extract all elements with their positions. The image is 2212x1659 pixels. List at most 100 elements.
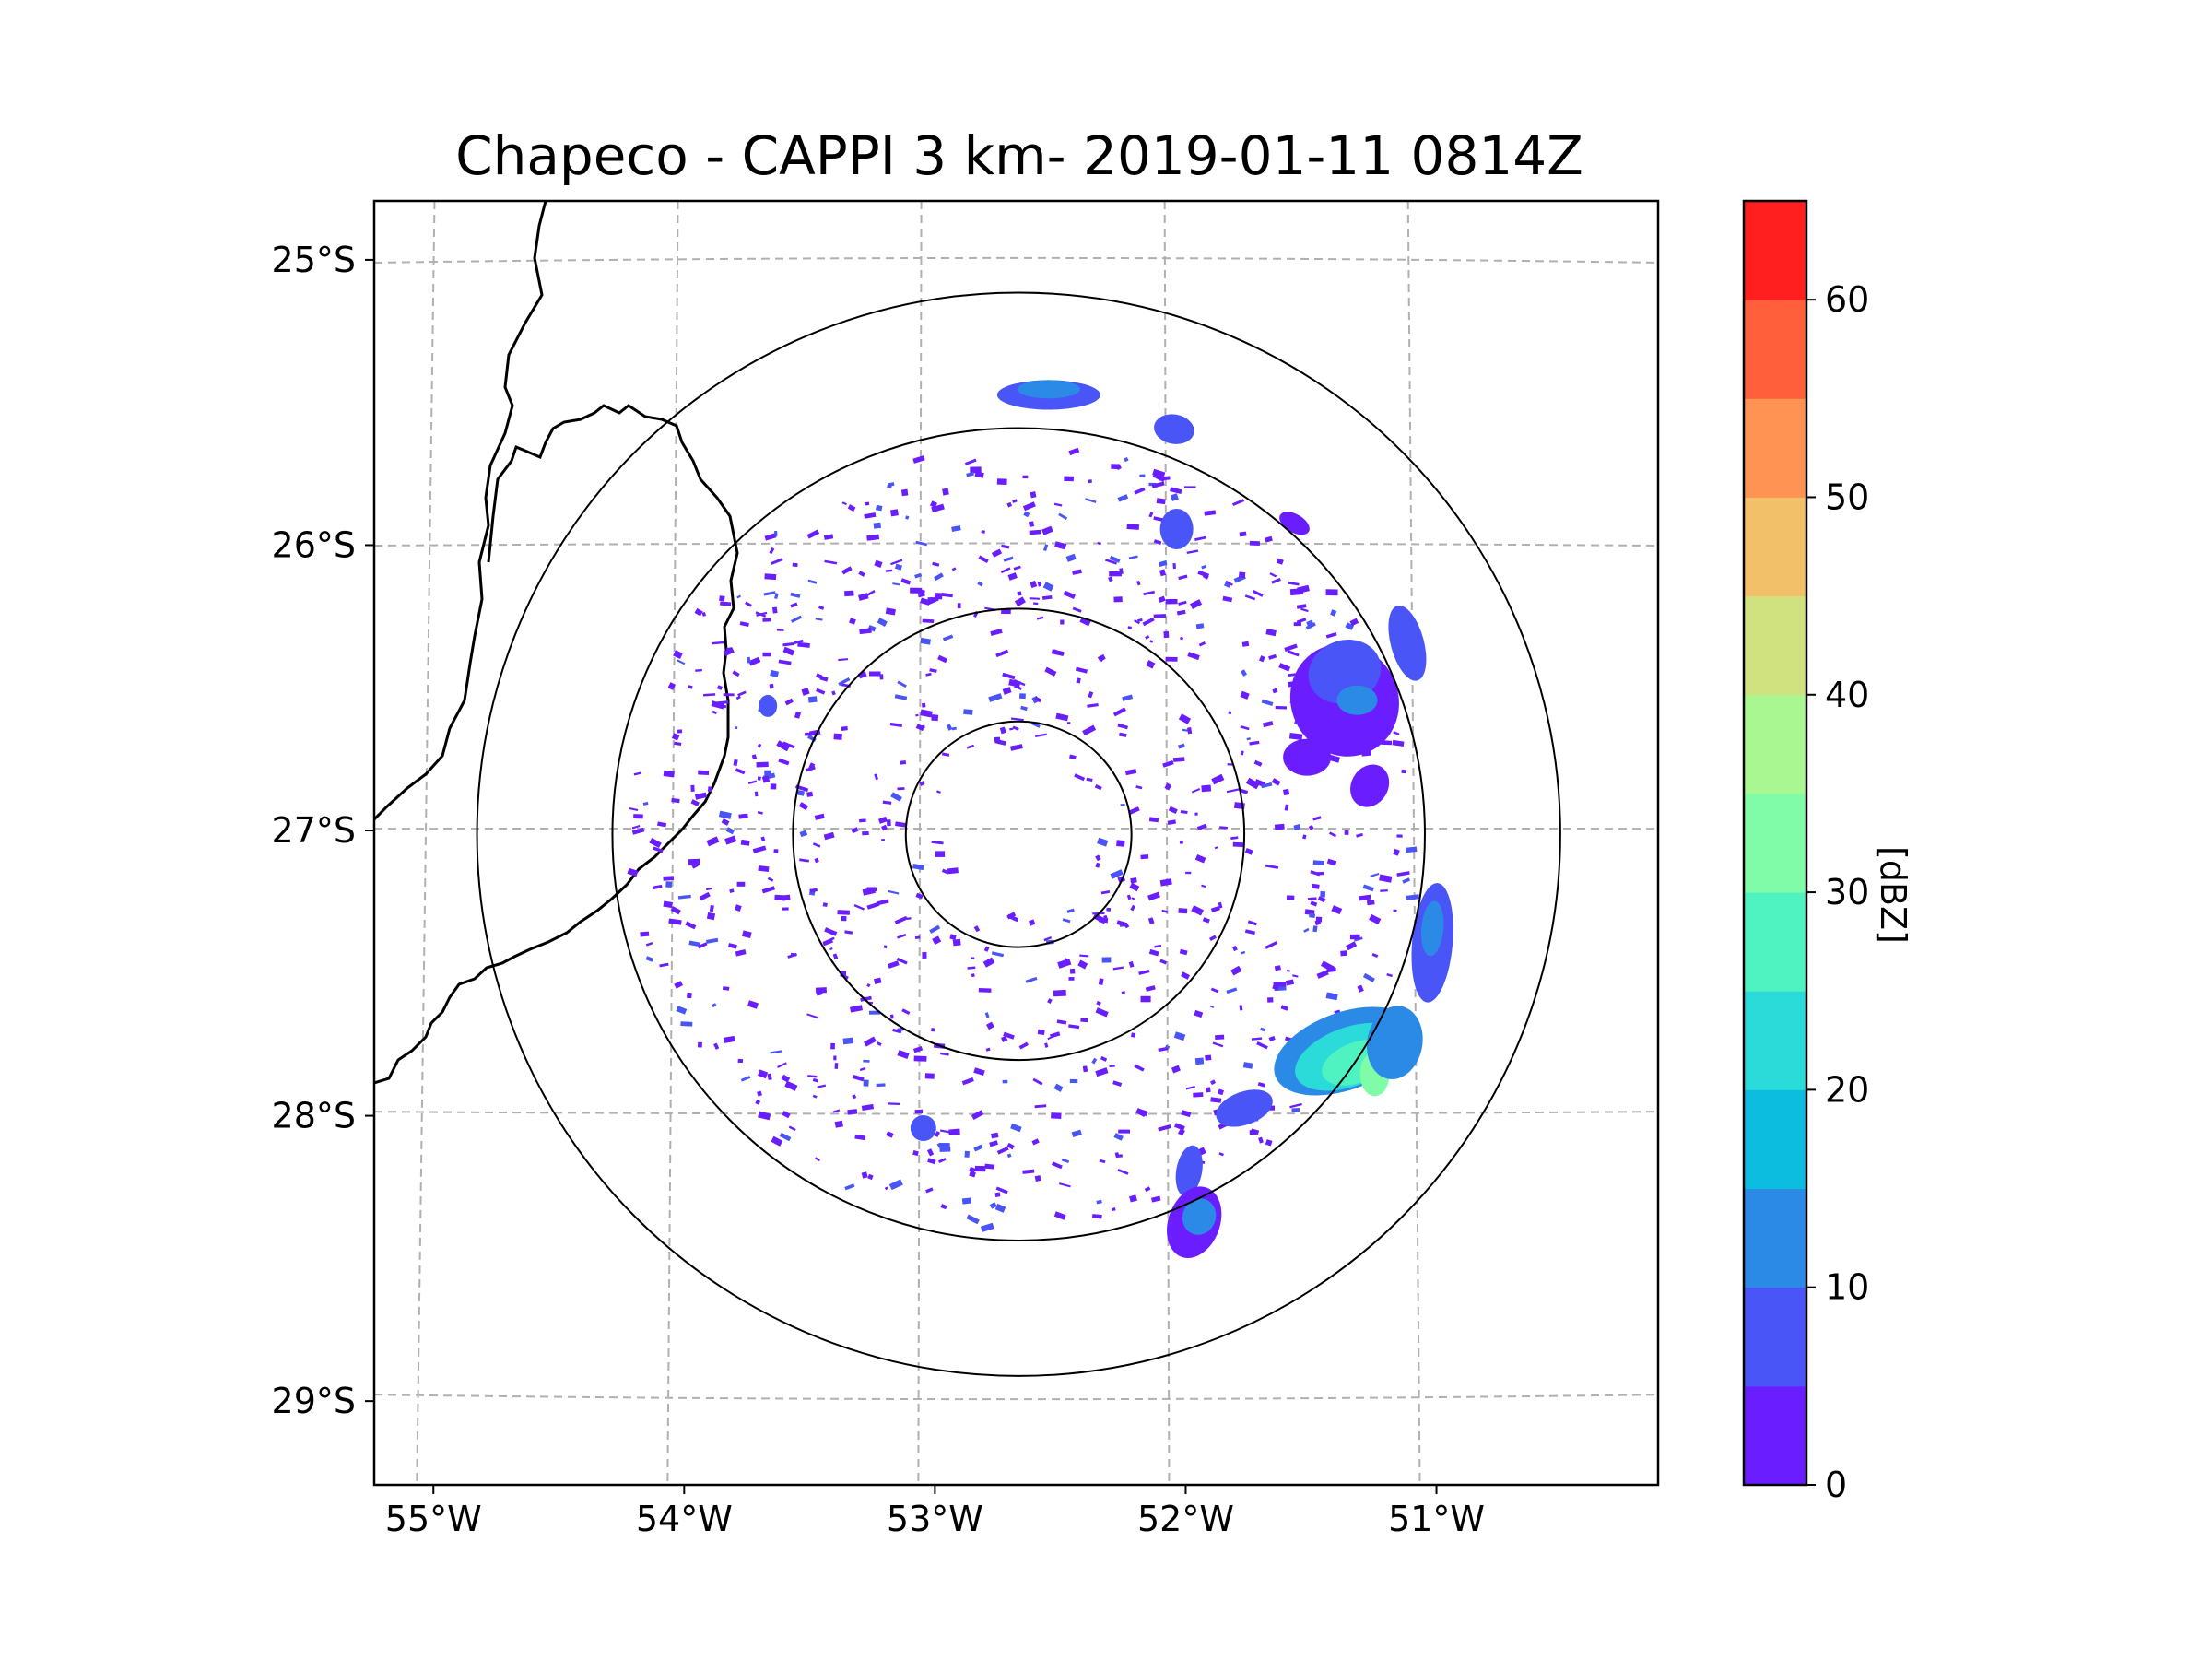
echo-speckle [773,530,778,536]
meridian-line [1163,201,1171,1485]
echo-speckle [653,846,664,853]
echo-speckle [1153,539,1162,546]
echo-speckle [831,690,836,696]
echo-speckle [1185,1085,1195,1090]
echo-speckle [1226,987,1238,994]
echo-speckle [1210,1097,1222,1103]
echo-speckle [844,1183,855,1191]
echo-speckle [929,924,941,934]
echo-speckle [1158,595,1166,604]
echo-speckle [1063,590,1076,599]
echo-speckle [706,912,716,921]
echo-speckle [722,986,730,991]
colorbar-segment [1744,1089,1806,1190]
echo-speckle [1030,491,1037,499]
echo-speckle [1191,905,1204,916]
echo-speckle [1296,618,1307,624]
echo-speckle [1284,643,1298,653]
echo-speckle [1172,563,1176,570]
echo-speckle [1239,531,1247,537]
echo-speckle [1334,1009,1341,1015]
echo-speckle [1178,713,1192,724]
echo-speckle [887,819,891,827]
echo-speckle [1392,739,1405,747]
echo-speckle [1194,1009,1204,1018]
echo-speckle [888,482,895,487]
chart-title: Chapeco - CAPPI 3 km- 2019-01-11 0814Z [455,124,1583,187]
echo-speckle [1159,559,1168,568]
echo-speckle [1128,806,1140,816]
echo-speckle [814,857,819,864]
echo-speckle [1267,997,1274,1003]
echo-speckle [925,672,932,677]
echo-speckle [807,696,818,703]
echo-speckle [1325,631,1337,639]
echo-speckle [1194,535,1206,541]
echo-speckle [1151,481,1165,488]
echo-speckle [948,1128,960,1135]
range-ring [476,291,1561,1377]
echo-speckle [727,943,737,949]
echo-speckle [1098,978,1104,985]
echo-speckle [737,1058,744,1064]
echo-speckle [1111,464,1120,469]
echo-speckle [1242,1062,1253,1069]
y-axis-ticks: 25°S 26°S 27°S 28°S 29°S [272,240,374,1421]
echo-speckle [1241,641,1250,647]
echo-speckle [926,1148,935,1157]
echo-speckle [1230,965,1242,976]
echo-speckle [1119,568,1124,575]
echo-speckle [922,952,927,959]
echo-speckle [1129,882,1140,892]
echo-speckle [1312,816,1322,821]
echo-speckle [901,1008,911,1016]
echo-speckle [1117,494,1129,502]
echo-speckle [1178,600,1187,606]
plot-frame [372,199,1660,1487]
echo-speckle [834,1120,844,1128]
echo-speckle [946,724,953,731]
echo-speckle [1068,1024,1080,1030]
echo-speckle [1227,763,1234,766]
echo-speckle [806,529,820,539]
echo-speckle [970,466,982,474]
echo-speckle [859,1066,866,1072]
echo-speckle [698,1041,702,1048]
echo-speckle [1179,840,1183,844]
echo-speckle [896,957,908,965]
echo-speckle [915,892,924,900]
echo-speckle [1060,619,1065,625]
echo-speckle [867,1173,874,1181]
echo-speckle [922,702,926,708]
echo-speckle [1208,935,1217,942]
x-axis-ticks: 55°W 54°W 53°W 52°W 51°W [385,1485,1485,1539]
echo-speckle [631,827,645,835]
echo-speckle [1144,1186,1151,1193]
echo-speckle [1066,722,1071,724]
echo-speckle [1257,1082,1265,1088]
colorbar-segment [1744,1188,1806,1288]
echo-speckle [1167,819,1177,826]
echo-speckle [935,593,943,600]
echo-speckle [894,915,908,924]
echo-speckle [1006,1153,1012,1159]
echo-speckle [735,726,738,730]
echo-speckle [932,935,942,946]
echo-speckle [1241,669,1248,677]
echo-speckle [1012,499,1018,503]
echo-speckle [1359,894,1371,901]
echo-speckle [912,864,924,871]
echo-speckle [1071,1129,1082,1138]
y-tick-label: 26°S [272,524,356,565]
echo-speckle [1240,724,1250,731]
echo-speckle [863,1079,869,1087]
echo-speckle [1396,871,1410,877]
echo-speckle [914,572,923,579]
echo-speckle [711,700,725,710]
echo-speckle [1251,1037,1263,1041]
echo-speckle [1047,998,1053,1005]
echo-speckle [1110,869,1124,879]
echo-speckle [849,1005,864,1013]
colorbar-segment [1744,497,1806,597]
